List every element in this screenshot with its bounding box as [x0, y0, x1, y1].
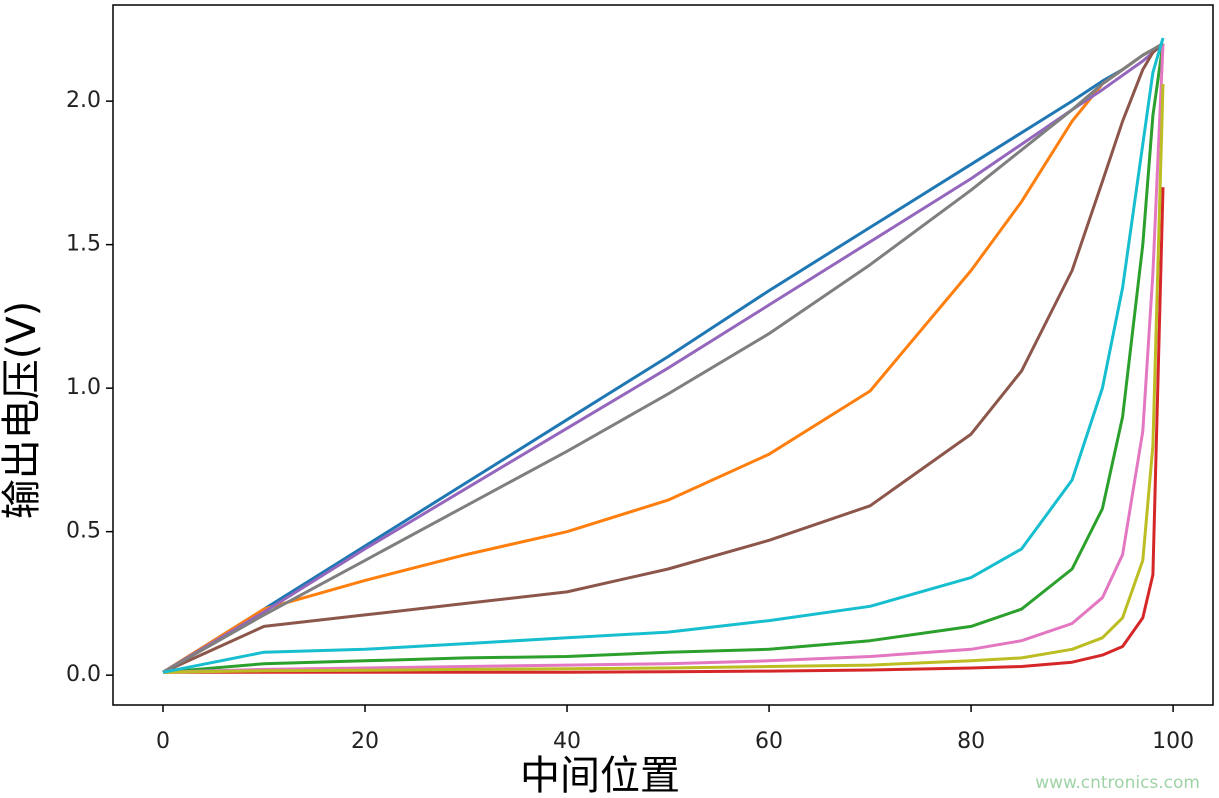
x-tick-label: 0 [156, 729, 170, 754]
x-axis-label: 中间位置 [520, 753, 680, 798]
y-tick-label: 0.0 [66, 662, 101, 687]
x-tick-label: 40 [553, 729, 581, 754]
x-tick-label: 100 [1152, 729, 1194, 754]
data-line [162, 42, 1164, 674]
data-line [162, 43, 1165, 674]
data-line [162, 37, 1165, 674]
y-tick-label: 1.5 [66, 232, 101, 257]
x-tick-label: 80 [957, 729, 985, 754]
y-tick-label: 2.0 [66, 88, 101, 113]
plot-frame [112, 4, 1214, 706]
y-tick-label: 0.5 [66, 519, 101, 544]
x-tick-label: 20 [351, 729, 379, 754]
data-line [162, 42, 1164, 674]
data-line [162, 42, 1164, 674]
data-line [163, 187, 1165, 674]
watermark: www.cntronics.com [1035, 773, 1200, 793]
data-line [162, 43, 1165, 674]
data-line [162, 42, 1164, 674]
data-line [162, 83, 1165, 674]
x-tick-label: 60 [755, 729, 783, 754]
y-tick-label: 1.0 [66, 375, 101, 400]
y-axis-label: 输出电压(V) [0, 301, 45, 520]
